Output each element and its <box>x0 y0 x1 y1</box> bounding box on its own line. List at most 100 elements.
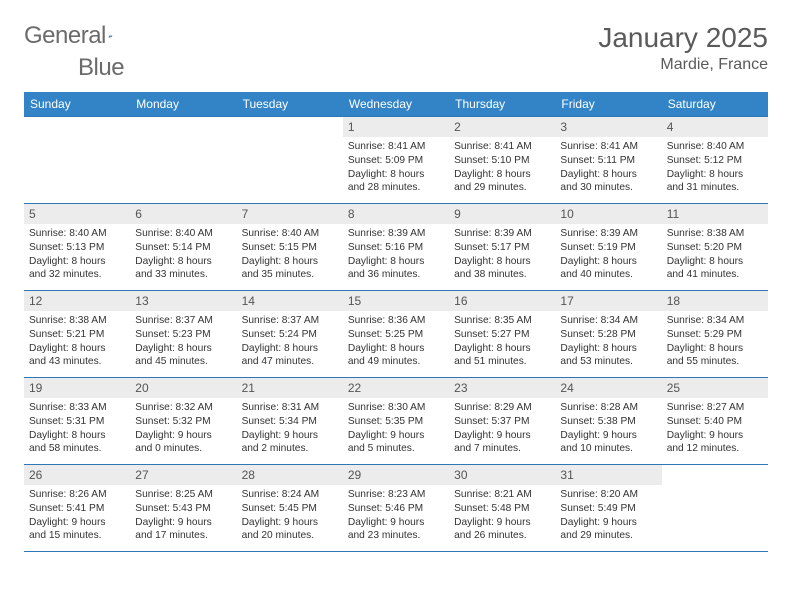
calendar-cell: 5Sunrise: 8:40 AMSunset: 5:13 PMDaylight… <box>24 204 130 290</box>
day-number: 3 <box>555 117 661 137</box>
calendar-cell: 10Sunrise: 8:39 AMSunset: 5:19 PMDayligh… <box>555 204 661 290</box>
calendar-week: 1Sunrise: 8:41 AMSunset: 5:09 PMDaylight… <box>24 116 768 204</box>
calendar-cell <box>662 465 768 551</box>
calendar-cell: 6Sunrise: 8:40 AMSunset: 5:14 PMDaylight… <box>130 204 236 290</box>
day-number: 24 <box>555 378 661 398</box>
day-number: 26 <box>24 465 130 485</box>
day-number: 25 <box>662 378 768 398</box>
calendar-cell: 7Sunrise: 8:40 AMSunset: 5:15 PMDaylight… <box>237 204 343 290</box>
day-number: 20 <box>130 378 236 398</box>
day-number: 19 <box>24 378 130 398</box>
calendar-cell: 4Sunrise: 8:40 AMSunset: 5:12 PMDaylight… <box>662 117 768 203</box>
day-detail: Sunrise: 8:40 AMSunset: 5:12 PMDaylight:… <box>662 137 768 199</box>
day-number: 17 <box>555 291 661 311</box>
day-number: 29 <box>343 465 449 485</box>
calendar-week: 19Sunrise: 8:33 AMSunset: 5:31 PMDayligh… <box>24 378 768 465</box>
calendar-week: 26Sunrise: 8:26 AMSunset: 5:41 PMDayligh… <box>24 465 768 552</box>
brand-word2: Blue <box>78 54 124 81</box>
day-detail: Sunrise: 8:21 AMSunset: 5:48 PMDaylight:… <box>449 485 555 547</box>
calendar-cell: 29Sunrise: 8:23 AMSunset: 5:46 PMDayligh… <box>343 465 449 551</box>
calendar-cell: 28Sunrise: 8:24 AMSunset: 5:45 PMDayligh… <box>237 465 343 551</box>
day-detail: Sunrise: 8:34 AMSunset: 5:29 PMDaylight:… <box>662 311 768 373</box>
calendar-week: 12Sunrise: 8:38 AMSunset: 5:21 PMDayligh… <box>24 291 768 378</box>
calendar-week: 5Sunrise: 8:40 AMSunset: 5:13 PMDaylight… <box>24 204 768 291</box>
day-detail: Sunrise: 8:37 AMSunset: 5:24 PMDaylight:… <box>237 311 343 373</box>
day-detail: Sunrise: 8:33 AMSunset: 5:31 PMDaylight:… <box>24 398 130 460</box>
day-number: 4 <box>662 117 768 137</box>
sail-icon <box>108 26 113 46</box>
dow-header: Thursday <box>449 92 555 116</box>
day-number: 30 <box>449 465 555 485</box>
day-detail: Sunrise: 8:41 AMSunset: 5:09 PMDaylight:… <box>343 137 449 199</box>
calendar-cell: 17Sunrise: 8:34 AMSunset: 5:28 PMDayligh… <box>555 291 661 377</box>
calendar-body: 1Sunrise: 8:41 AMSunset: 5:09 PMDaylight… <box>24 116 768 552</box>
brand-logo: General <box>24 22 136 50</box>
day-detail: Sunrise: 8:27 AMSunset: 5:40 PMDaylight:… <box>662 398 768 460</box>
calendar-cell <box>237 117 343 203</box>
day-number: 9 <box>449 204 555 224</box>
day-detail: Sunrise: 8:36 AMSunset: 5:25 PMDaylight:… <box>343 311 449 373</box>
day-detail: Sunrise: 8:40 AMSunset: 5:14 PMDaylight:… <box>130 224 236 286</box>
day-number: 6 <box>130 204 236 224</box>
calendar-cell: 8Sunrise: 8:39 AMSunset: 5:16 PMDaylight… <box>343 204 449 290</box>
calendar-cell: 20Sunrise: 8:32 AMSunset: 5:32 PMDayligh… <box>130 378 236 464</box>
calendar-cell: 19Sunrise: 8:33 AMSunset: 5:31 PMDayligh… <box>24 378 130 464</box>
calendar-cell: 22Sunrise: 8:30 AMSunset: 5:35 PMDayligh… <box>343 378 449 464</box>
day-detail: Sunrise: 8:28 AMSunset: 5:38 PMDaylight:… <box>555 398 661 460</box>
day-number: 16 <box>449 291 555 311</box>
day-detail: Sunrise: 8:40 AMSunset: 5:13 PMDaylight:… <box>24 224 130 286</box>
day-detail: Sunrise: 8:38 AMSunset: 5:20 PMDaylight:… <box>662 224 768 286</box>
calendar-cell: 3Sunrise: 8:41 AMSunset: 5:11 PMDaylight… <box>555 117 661 203</box>
day-detail: Sunrise: 8:39 AMSunset: 5:16 PMDaylight:… <box>343 224 449 286</box>
calendar-cell <box>130 117 236 203</box>
day-detail: Sunrise: 8:40 AMSunset: 5:15 PMDaylight:… <box>237 224 343 286</box>
calendar-cell: 13Sunrise: 8:37 AMSunset: 5:23 PMDayligh… <box>130 291 236 377</box>
calendar-cell: 24Sunrise: 8:28 AMSunset: 5:38 PMDayligh… <box>555 378 661 464</box>
day-detail: Sunrise: 8:37 AMSunset: 5:23 PMDaylight:… <box>130 311 236 373</box>
day-detail: Sunrise: 8:34 AMSunset: 5:28 PMDaylight:… <box>555 311 661 373</box>
day-number: 8 <box>343 204 449 224</box>
calendar-cell: 27Sunrise: 8:25 AMSunset: 5:43 PMDayligh… <box>130 465 236 551</box>
dow-header-row: SundayMondayTuesdayWednesdayThursdayFrid… <box>24 92 768 116</box>
day-number: 1 <box>343 117 449 137</box>
day-number: 10 <box>555 204 661 224</box>
brand-word1: General <box>24 22 106 50</box>
day-number: 5 <box>24 204 130 224</box>
calendar-cell: 23Sunrise: 8:29 AMSunset: 5:37 PMDayligh… <box>449 378 555 464</box>
dow-header: Saturday <box>662 92 768 116</box>
day-number: 27 <box>130 465 236 485</box>
day-number: 31 <box>555 465 661 485</box>
day-detail: Sunrise: 8:41 AMSunset: 5:11 PMDaylight:… <box>555 137 661 199</box>
dow-header: Monday <box>130 92 236 116</box>
day-number: 7 <box>237 204 343 224</box>
day-detail: Sunrise: 8:25 AMSunset: 5:43 PMDaylight:… <box>130 485 236 547</box>
day-detail: Sunrise: 8:26 AMSunset: 5:41 PMDaylight:… <box>24 485 130 547</box>
calendar-cell: 2Sunrise: 8:41 AMSunset: 5:10 PMDaylight… <box>449 117 555 203</box>
day-detail: Sunrise: 8:35 AMSunset: 5:27 PMDaylight:… <box>449 311 555 373</box>
calendar-cell: 16Sunrise: 8:35 AMSunset: 5:27 PMDayligh… <box>449 291 555 377</box>
dow-header: Friday <box>555 92 661 116</box>
day-detail: Sunrise: 8:38 AMSunset: 5:21 PMDaylight:… <box>24 311 130 373</box>
day-number: 2 <box>449 117 555 137</box>
day-number: 12 <box>24 291 130 311</box>
day-number: 11 <box>662 204 768 224</box>
day-detail: Sunrise: 8:20 AMSunset: 5:49 PMDaylight:… <box>555 485 661 547</box>
day-number: 18 <box>662 291 768 311</box>
calendar-cell: 1Sunrise: 8:41 AMSunset: 5:09 PMDaylight… <box>343 117 449 203</box>
calendar-cell: 11Sunrise: 8:38 AMSunset: 5:20 PMDayligh… <box>662 204 768 290</box>
day-detail: Sunrise: 8:30 AMSunset: 5:35 PMDaylight:… <box>343 398 449 460</box>
day-detail: Sunrise: 8:24 AMSunset: 5:45 PMDaylight:… <box>237 485 343 547</box>
day-detail: Sunrise: 8:29 AMSunset: 5:37 PMDaylight:… <box>449 398 555 460</box>
day-detail: Sunrise: 8:31 AMSunset: 5:34 PMDaylight:… <box>237 398 343 460</box>
day-detail: Sunrise: 8:32 AMSunset: 5:32 PMDaylight:… <box>130 398 236 460</box>
day-number: 28 <box>237 465 343 485</box>
calendar-cell: 26Sunrise: 8:26 AMSunset: 5:41 PMDayligh… <box>24 465 130 551</box>
day-number: 13 <box>130 291 236 311</box>
day-number: 21 <box>237 378 343 398</box>
calendar-cell: 15Sunrise: 8:36 AMSunset: 5:25 PMDayligh… <box>343 291 449 377</box>
day-detail: Sunrise: 8:39 AMSunset: 5:17 PMDaylight:… <box>449 224 555 286</box>
calendar-cell: 14Sunrise: 8:37 AMSunset: 5:24 PMDayligh… <box>237 291 343 377</box>
calendar-cell: 9Sunrise: 8:39 AMSunset: 5:17 PMDaylight… <box>449 204 555 290</box>
month-title: January 2025 <box>598 22 768 54</box>
dow-header: Sunday <box>24 92 130 116</box>
